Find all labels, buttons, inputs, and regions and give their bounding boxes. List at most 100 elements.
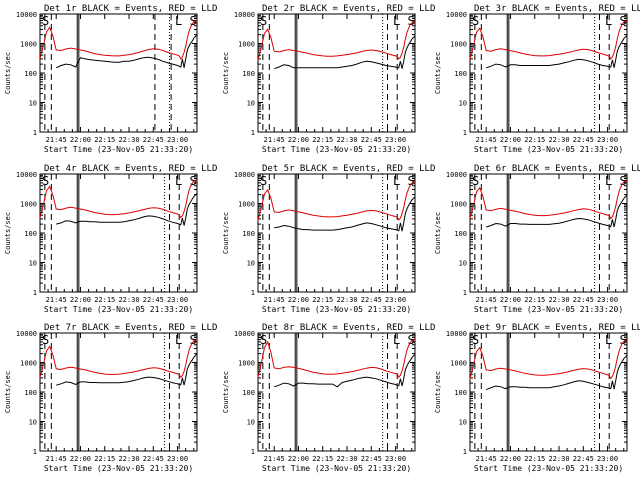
y-tick-label: 1000 bbox=[450, 41, 467, 49]
x-tick-label: 22:15 bbox=[312, 136, 333, 144]
series-line-lld bbox=[257, 20, 416, 60]
x-tick-label: 22:00 bbox=[70, 455, 91, 463]
y-tick-label: 100 bbox=[242, 230, 255, 238]
x-tick-label: 21:45 bbox=[476, 136, 497, 144]
x-axis-label: Start Time (23-Nov-05 21:33:20) bbox=[44, 305, 193, 314]
x-tick-label: 21:45 bbox=[476, 296, 497, 304]
x-tick-label: 22:15 bbox=[524, 455, 545, 463]
x-tick-label: 21:45 bbox=[46, 296, 67, 304]
x-axis-label: Start Time (23-Nov-05 21:33:20) bbox=[44, 464, 193, 473]
y-tick-label: 1 bbox=[33, 129, 37, 137]
x-axis-label: Start Time (23-Nov-05 21:33:20) bbox=[262, 305, 411, 314]
y-tick-label: 10000 bbox=[16, 171, 37, 179]
y-axis-label: Counts/sec bbox=[434, 371, 442, 413]
y-tick-label: 10000 bbox=[234, 330, 255, 338]
series-line-events bbox=[486, 194, 628, 228]
x-tick-label: 21:45 bbox=[264, 455, 285, 463]
series-line-lld bbox=[257, 181, 416, 221]
chart-title: Det 9r BLACK = Events, RED = LLD bbox=[474, 323, 640, 333]
x-tick-label: 22:30 bbox=[118, 136, 139, 144]
y-tick-label: 10 bbox=[459, 100, 467, 108]
x-axis-label: Start Time (23-Nov-05 21:33:20) bbox=[44, 145, 193, 154]
y-tick-label: 1000 bbox=[20, 360, 37, 368]
y-tick-label: 10 bbox=[247, 100, 255, 108]
x-tick-label: 22:15 bbox=[94, 455, 115, 463]
series-line-events bbox=[486, 354, 628, 391]
x-tick-label: 22:00 bbox=[500, 296, 521, 304]
x-tick-label: 22:15 bbox=[312, 455, 333, 463]
x-tick-label: 23:00 bbox=[385, 455, 406, 463]
y-axis-label: Counts/sec bbox=[434, 212, 442, 254]
y-tick-label: 10 bbox=[459, 260, 467, 268]
y-tick-label: 100 bbox=[454, 389, 467, 397]
x-tick-label: 22:15 bbox=[524, 296, 545, 304]
x-tick-label: 22:30 bbox=[118, 296, 139, 304]
y-tick-label: 1000 bbox=[238, 360, 255, 368]
x-axis-label: Start Time (23-Nov-05 21:33:20) bbox=[262, 145, 411, 154]
series-line-events bbox=[274, 353, 416, 388]
series-line-lld bbox=[39, 20, 198, 60]
y-tick-label: 1 bbox=[251, 448, 255, 456]
x-axis-label: Start Time (23-Nov-05 21:33:20) bbox=[262, 464, 411, 473]
y-tick-label: 10 bbox=[247, 260, 255, 268]
x-tick-label: 22:45 bbox=[143, 296, 164, 304]
x-tick-label: 22:30 bbox=[548, 455, 569, 463]
x-tick-label: 23:00 bbox=[167, 455, 188, 463]
series-line-events bbox=[56, 193, 198, 226]
x-tick-label: 22:30 bbox=[548, 296, 569, 304]
x-tick-label: 22:00 bbox=[288, 455, 309, 463]
x-tick-label: 23:00 bbox=[385, 296, 406, 304]
y-tick-label: 1 bbox=[463, 448, 467, 456]
x-tick-label: 22:45 bbox=[361, 455, 382, 463]
x-tick-label: 22:45 bbox=[143, 455, 164, 463]
y-tick-label: 1000 bbox=[20, 201, 37, 209]
x-tick-label: 23:00 bbox=[167, 136, 188, 144]
y-tick-label: 1000 bbox=[238, 201, 255, 209]
x-tick-label: 23:00 bbox=[167, 296, 188, 304]
x-axis-label: Start Time (23-Nov-05 21:33:20) bbox=[474, 464, 623, 473]
y-tick-label: 1000 bbox=[238, 41, 255, 49]
chart-title: Det 2r BLACK = Events, RED = LLD bbox=[262, 4, 435, 14]
y-tick-label: 10 bbox=[29, 260, 37, 268]
corner-label-left: S bbox=[42, 174, 49, 188]
x-tick-label: 22:00 bbox=[288, 136, 309, 144]
corner-label-left: S bbox=[42, 14, 49, 28]
y-tick-label: 1 bbox=[251, 289, 255, 297]
x-tick-label: 22:45 bbox=[143, 136, 164, 144]
y-axis-label: Counts/sec bbox=[222, 52, 230, 94]
y-tick-label: 100 bbox=[454, 70, 467, 78]
corner-label-left: S bbox=[472, 14, 479, 28]
y-tick-label: 10000 bbox=[234, 11, 255, 19]
corner-label-right: L S bbox=[605, 333, 627, 347]
y-tick-label: 10000 bbox=[446, 330, 467, 338]
y-tick-label: 100 bbox=[242, 389, 255, 397]
y-tick-label: 10 bbox=[459, 419, 467, 427]
y-tick-label: 1000 bbox=[450, 201, 467, 209]
y-tick-label: 100 bbox=[24, 70, 37, 78]
x-tick-label: 22:30 bbox=[548, 136, 569, 144]
y-tick-label: 1000 bbox=[450, 360, 467, 368]
series-line-lld bbox=[257, 338, 416, 378]
corner-label-right: L S bbox=[605, 14, 627, 28]
x-tick-label: 21:45 bbox=[46, 136, 67, 144]
series-line-events bbox=[55, 34, 198, 69]
series-line-lld bbox=[469, 20, 628, 60]
y-axis-label: Counts/sec bbox=[4, 371, 12, 413]
y-tick-label: 10 bbox=[247, 419, 255, 427]
y-tick-label: 1 bbox=[33, 289, 37, 297]
corner-label-right: L S bbox=[393, 333, 415, 347]
x-tick-label: 22:00 bbox=[70, 296, 91, 304]
series-line-lld bbox=[469, 180, 628, 220]
chart-title: Det 7r BLACK = Events, RED = LLD bbox=[44, 323, 217, 333]
x-tick-label: 21:45 bbox=[264, 136, 285, 144]
x-tick-label: 22:45 bbox=[573, 455, 594, 463]
corner-label-left: S bbox=[472, 333, 479, 347]
x-axis-label: Start Time (23-Nov-05 21:33:20) bbox=[474, 145, 623, 154]
